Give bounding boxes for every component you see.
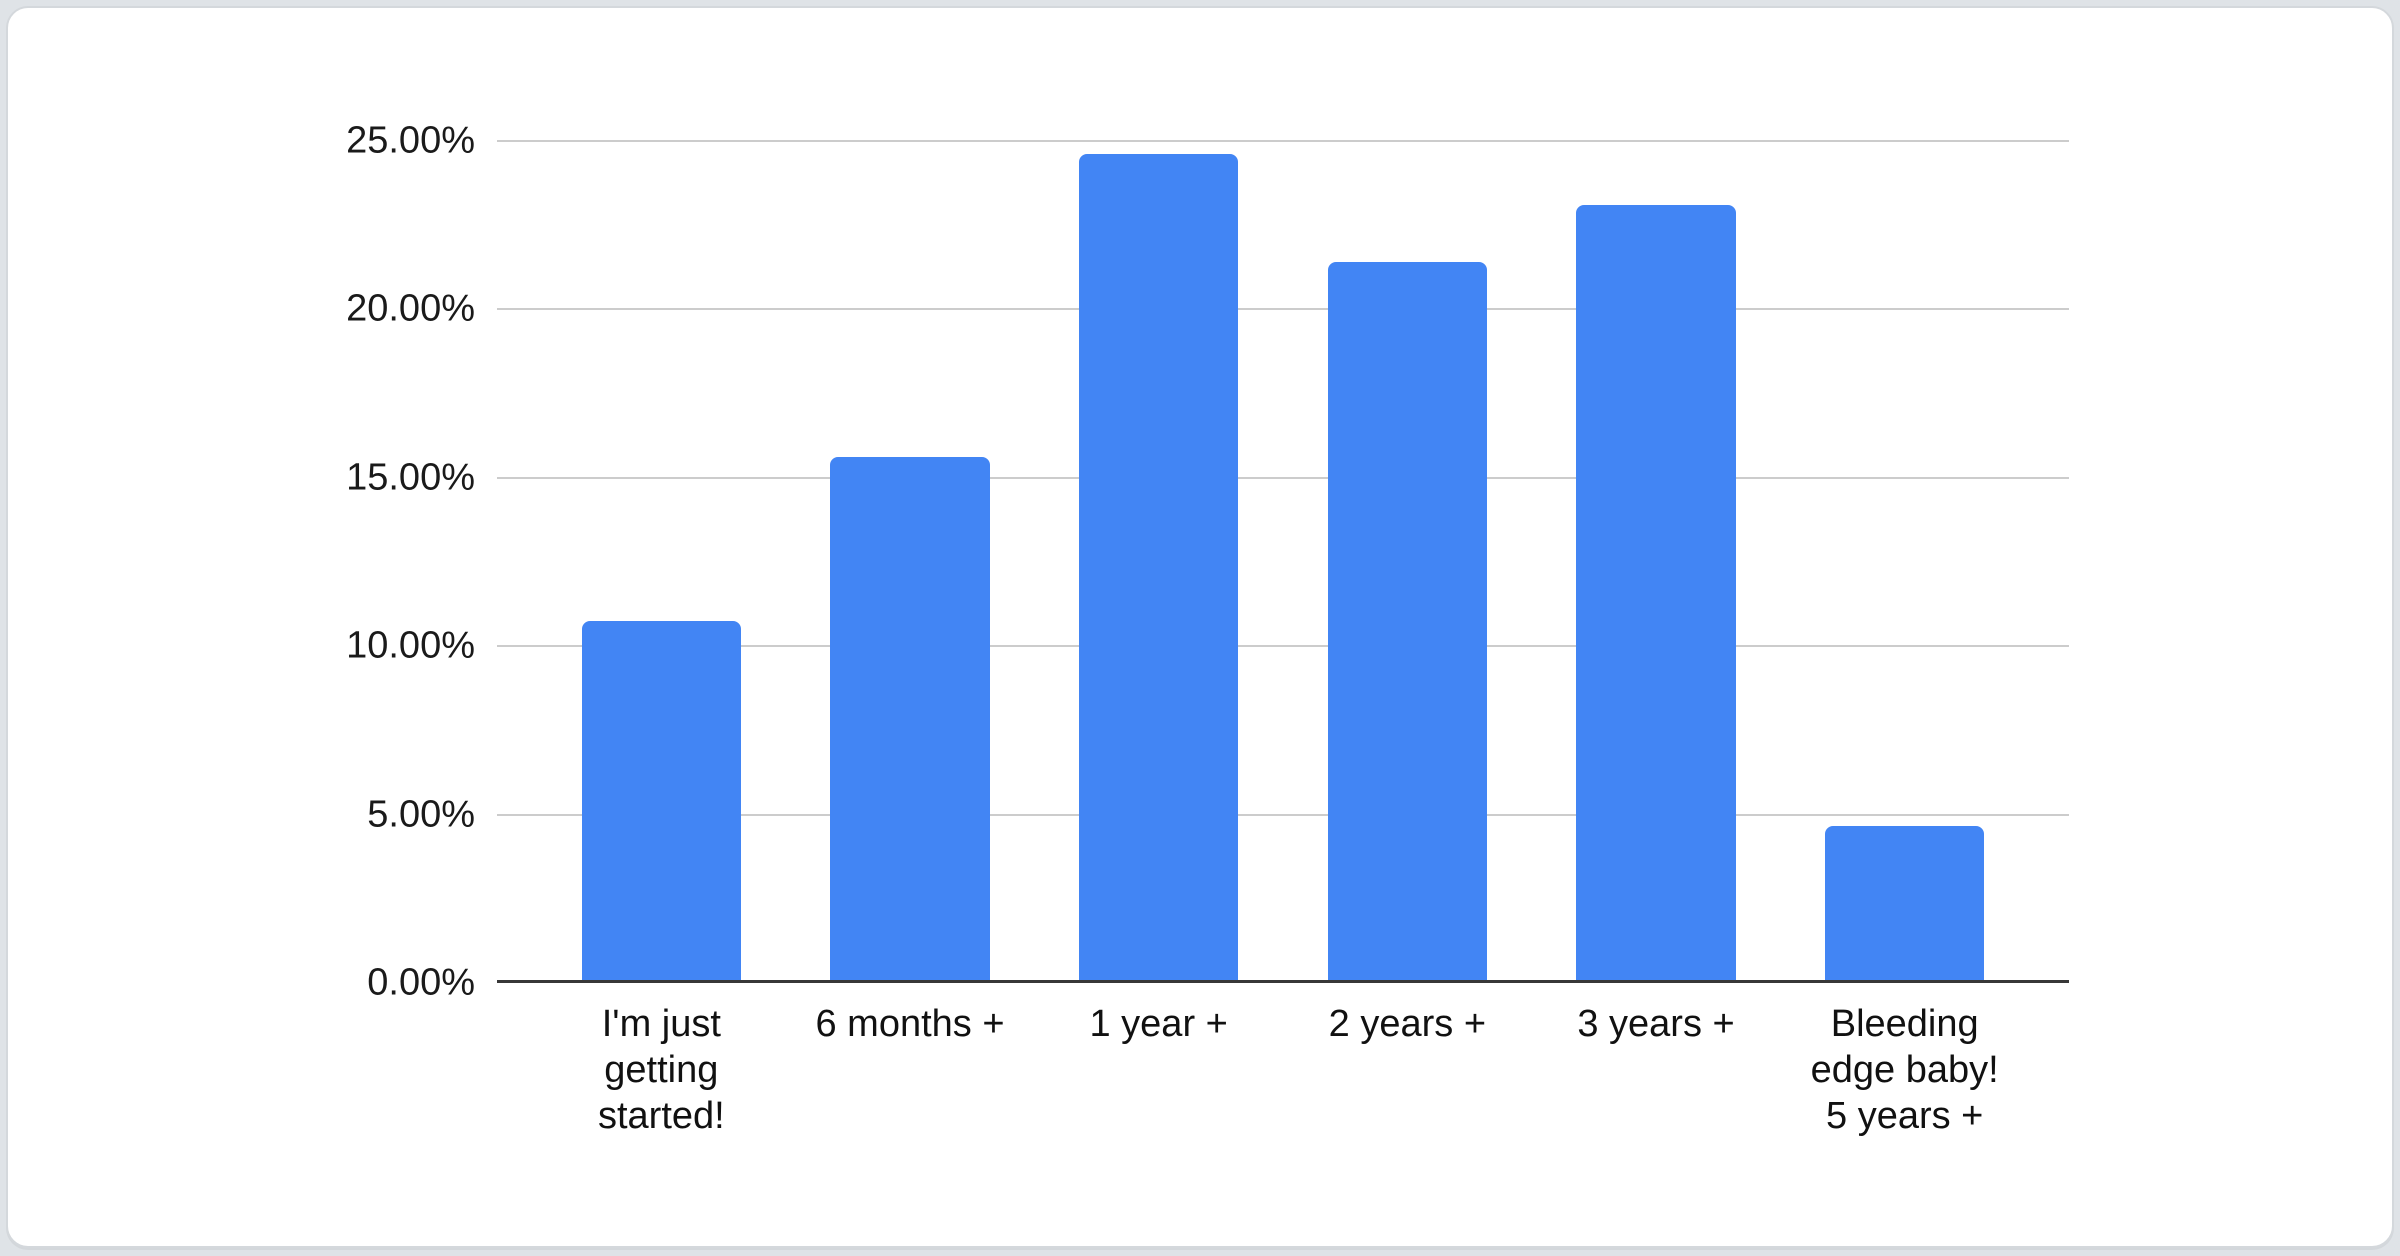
bar-4 xyxy=(1327,261,1487,981)
bar-5 xyxy=(1576,204,1736,981)
y-axis-labels: 0.00% 5.00% 10.00% 15.00% 20.00% 25.00% xyxy=(8,120,475,1004)
gridline xyxy=(497,140,2069,142)
y-axis-tick-label: 25.00% xyxy=(346,119,475,162)
bar-band xyxy=(1034,141,1283,981)
bar-band xyxy=(1780,141,2029,981)
bar-band xyxy=(786,141,1035,981)
bar-band xyxy=(1532,141,1781,981)
bar-3 xyxy=(1079,154,1239,981)
y-axis-tick-label: 20.00% xyxy=(346,287,475,330)
bar-2 xyxy=(830,456,990,981)
bar-6 xyxy=(1825,826,1985,981)
gridline xyxy=(497,476,2069,479)
x-axis-category-label: 1 year + xyxy=(1089,1003,1228,1045)
plot-area xyxy=(497,140,2069,983)
gridline xyxy=(497,813,2069,816)
x-axis-category-label: 3 years + xyxy=(1577,1003,1735,1045)
y-axis-tick-label: 0.00% xyxy=(367,961,475,1004)
bar-1 xyxy=(581,621,741,981)
x-axis-category-label: Bleeding edge baby! 5 years + xyxy=(1810,1003,1999,1137)
gridline xyxy=(497,308,2069,311)
x-axis-category-label: 2 years + xyxy=(1328,1003,1487,1045)
x-axis-category-label: 6 months + xyxy=(815,1003,1005,1045)
x-axis-line xyxy=(497,980,2069,983)
chart-card: 0.00% 5.00% 10.00% 15.00% 20.00% 25.00% I'm j… xyxy=(6,6,2394,1248)
bars-layer xyxy=(537,141,2029,981)
y-axis-tick-label: 5.00% xyxy=(367,793,475,836)
x-axis-category-label: I'm just getting started! xyxy=(597,1003,725,1137)
gridline xyxy=(497,645,2069,648)
y-axis-tick-label: 10.00% xyxy=(346,624,475,667)
y-axis-tick-label: 15.00% xyxy=(346,456,475,499)
bar-band xyxy=(1283,141,1532,981)
bar-band xyxy=(537,141,786,981)
x-axis-labels: I'm just getting started! 6 months + 1 yea… xyxy=(537,1001,2029,1139)
